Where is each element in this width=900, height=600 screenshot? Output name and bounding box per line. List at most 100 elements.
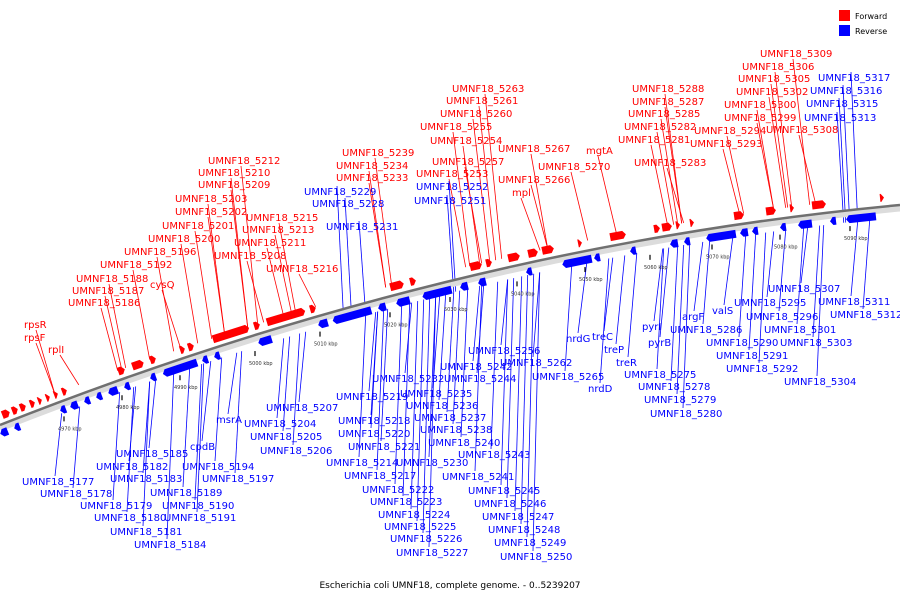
gene-label: UMNF18_5263 [452,84,524,95]
leader-line [650,144,669,226]
gene-label: UMNF18_5182 [96,462,168,473]
gene-label: UMNF18_5254 [430,136,502,147]
leader-line [564,265,573,372]
gene-label: UMNF18_5266 [498,175,570,186]
forward-gene-block [211,324,250,344]
tick-label: 5070 kbp [706,254,730,260]
leader-line [438,294,447,401]
leader-line [380,308,389,442]
gene-label: mgtA [586,146,613,157]
leader-line [842,84,851,223]
leader-line [659,247,670,338]
leader-line [653,248,664,322]
leader-line [577,262,588,334]
forward-gene-block [60,387,67,396]
gene-label: UMNF18_5278 [638,382,710,393]
gene-label: UMNF18_5192 [100,260,172,271]
gene-label: msrA [216,415,242,426]
gene-label: UMNF18_5208 [214,251,286,262]
leader-line [452,290,461,425]
leader-line [194,364,203,501]
gene-label: UMNF18_5249 [494,538,566,549]
gene-label: argF [682,312,704,323]
gene-label: UMNF18_5308 [766,125,838,136]
gene-label: UMNF18_5293 [690,139,762,150]
gene-label: UMNF18_5279 [644,395,716,406]
leader-line [416,299,425,522]
leader-line [376,309,385,471]
leader-line [161,289,182,350]
gene-label: UMNF18_5281 [618,135,690,146]
reverse-gene-block [460,281,469,291]
leader-line [148,379,157,449]
leader-line [464,166,483,264]
reverse-gene-block [70,400,80,410]
leader-line [452,131,471,267]
forward-gene-block [765,206,776,216]
reverse-gene-block [740,228,749,237]
leader-line [298,331,307,403]
leader-line [816,225,825,377]
leader-line [723,237,734,306]
gene-label: UMNF18_5307 [768,284,840,295]
reverse-gene-block [378,302,387,312]
leader-line [597,155,618,235]
gene-label: UMNF18_5205 [250,432,322,443]
leader-line [532,272,541,552]
gene-label: UMNF18_5232 [372,374,444,385]
reverse-gene-block [478,277,487,287]
gene-label: treC [592,332,613,343]
gene-label: UMNF18_5304 [784,377,856,388]
reverse-gene-block [830,216,837,225]
gene-label: rpsF [24,333,46,344]
leader-lines [35,58,871,552]
reverse-gene-block [162,358,199,377]
forward-gene-block [609,230,626,242]
tick-label: 4970 kbp [58,426,82,432]
leader-line [428,296,437,548]
gene-label: UMNF18_5211 [234,238,306,249]
forward-gene-block [541,245,554,255]
gene-label: UMNF18_5244 [444,374,516,385]
gene-label: UMNF18_5252 [416,182,488,193]
leader-line [132,269,151,360]
forward-gene-block [148,355,156,365]
leader-line [530,184,549,249]
leader-line [432,295,441,389]
tick-label: 5050 kbp [579,277,603,283]
leader-line [756,109,775,210]
leader-line [796,227,805,325]
leader-line [484,93,503,259]
forward-gene-block [309,304,316,314]
gene-label: UMNF18_5246 [474,499,546,510]
forward-gene-block [485,258,492,268]
gene-label: UMNF18_5200 [148,234,220,245]
leader-line [358,314,367,458]
gene-label: UMNF18_5186 [68,298,140,309]
forward-gene-block [469,261,482,272]
leader-line [128,386,137,462]
legend-reverse-label: Reverse [855,27,887,36]
gene-label: UMNF18_5204 [244,419,316,430]
leader-line [800,226,809,284]
gene-label: UMNF18_5178 [40,489,112,500]
leader-line [142,381,151,474]
reverse-gene-block [60,404,68,414]
forward-gene-block [409,277,416,286]
gene-label: UMNF18_5231 [326,222,398,233]
leader-line [358,220,367,315]
reverse-gene-block [84,396,92,405]
leader-line [500,279,509,346]
gene-label: UMNF18_5215 [246,213,318,224]
leader-line [670,246,679,382]
leader-line [207,203,226,335]
reverse-gene-block [562,254,593,268]
gene-label: UMNF18_5292 [726,364,798,375]
gene-label: UMNF18_5286 [670,325,742,336]
gene-label: UMNF18_5188 [76,274,148,285]
forward-gene-block [389,280,404,292]
leader-line [530,153,549,249]
gene-label: UMNF18_5223 [370,497,442,508]
reverse-gene-block [752,226,759,236]
gene-label: UMNF18_5177 [22,477,94,488]
